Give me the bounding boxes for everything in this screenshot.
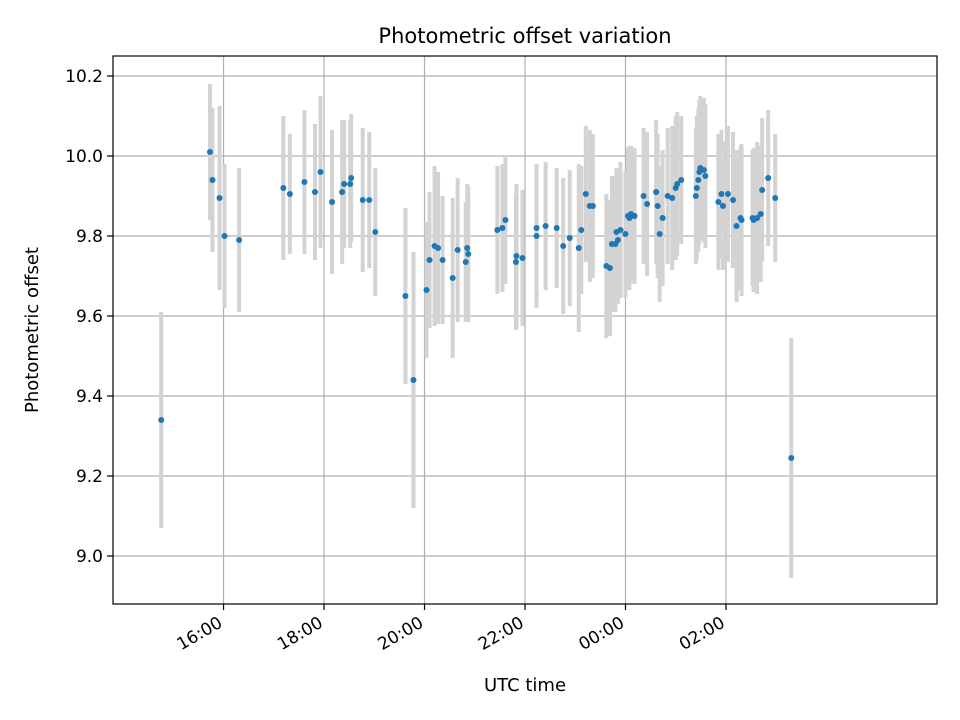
data-point <box>765 175 772 181</box>
data-point <box>494 227 501 233</box>
data-point <box>617 227 624 233</box>
data-point <box>553 225 560 231</box>
data-point <box>622 231 629 237</box>
data-point <box>759 187 766 193</box>
y-tick-label: 9.0 <box>76 547 103 567</box>
data-point <box>317 169 324 175</box>
data-point <box>644 201 651 207</box>
data-point <box>700 167 707 173</box>
data-point <box>499 225 506 231</box>
y-tick-label: 10.2 <box>65 67 103 87</box>
data-point <box>347 181 354 187</box>
data-point <box>512 259 519 265</box>
data-point <box>730 197 737 203</box>
data-point <box>754 215 761 221</box>
data-point <box>449 275 456 281</box>
data-point <box>606 265 613 271</box>
data-point <box>341 181 348 187</box>
y-tick-label: 10.0 <box>65 147 103 167</box>
data-point <box>788 455 795 461</box>
y-tick-label: 9.6 <box>76 307 103 327</box>
y-tick-label: 9.4 <box>76 387 103 407</box>
data-point <box>454 247 461 253</box>
data-point <box>695 177 702 183</box>
data-point <box>757 211 764 217</box>
data-point <box>724 191 731 197</box>
data-point <box>631 213 638 219</box>
data-point <box>423 287 430 293</box>
data-point <box>280 185 287 191</box>
data-point <box>439 257 446 263</box>
data-point <box>301 179 308 185</box>
data-point <box>640 193 647 199</box>
data-point <box>738 217 745 223</box>
data-point <box>236 237 243 243</box>
data-point <box>348 175 355 181</box>
data-point <box>158 417 165 423</box>
data-point <box>513 253 520 259</box>
axis-ticks: 16:00 18:00 20:00 22:00 00:00 02:009.09.29.49… <box>65 67 728 655</box>
data-point <box>519 255 526 261</box>
data-point <box>733 223 740 229</box>
data-point <box>462 259 469 265</box>
data-point <box>772 195 779 201</box>
data-point <box>465 251 472 257</box>
data-point <box>664 193 671 199</box>
data-points <box>158 149 795 461</box>
data-point <box>402 293 409 299</box>
data-point <box>653 189 660 195</box>
data-point <box>656 231 663 237</box>
data-point <box>366 197 373 203</box>
data-point <box>216 195 223 201</box>
y-tick-label: 9.2 <box>76 467 103 487</box>
data-point <box>339 189 346 195</box>
data-point <box>578 227 585 233</box>
data-point <box>426 257 433 263</box>
x-axis-title: UTC time <box>484 675 566 696</box>
data-point <box>502 217 509 223</box>
data-point <box>669 195 676 201</box>
data-point <box>410 377 417 383</box>
data-point <box>464 245 471 251</box>
data-point <box>678 177 685 183</box>
data-point <box>589 203 596 209</box>
data-point <box>359 197 366 203</box>
data-point <box>674 181 681 187</box>
data-point <box>692 193 699 199</box>
data-point <box>542 223 549 229</box>
y-tick-label: 9.8 <box>76 227 103 247</box>
data-point <box>575 245 582 251</box>
data-point <box>702 173 709 179</box>
data-point <box>560 243 567 249</box>
grid-lines <box>113 56 937 604</box>
data-point <box>372 229 379 235</box>
data-point <box>719 203 726 209</box>
data-point <box>533 233 540 239</box>
y-axis-title: Photometric offset <box>22 247 43 413</box>
chart-title: Photometric offset variation <box>378 24 671 48</box>
data-point <box>582 191 589 197</box>
data-point <box>286 191 293 197</box>
data-point <box>209 177 216 183</box>
data-point <box>715 199 722 205</box>
data-point <box>206 149 213 155</box>
data-point <box>533 225 540 231</box>
data-point <box>614 237 621 243</box>
data-point <box>654 203 661 209</box>
data-point <box>693 185 700 191</box>
data-point <box>718 191 725 197</box>
data-point <box>566 235 573 241</box>
data-point <box>329 199 336 205</box>
data-point <box>311 189 318 195</box>
data-point <box>221 233 228 239</box>
data-point <box>435 245 442 251</box>
data-point <box>659 215 666 221</box>
